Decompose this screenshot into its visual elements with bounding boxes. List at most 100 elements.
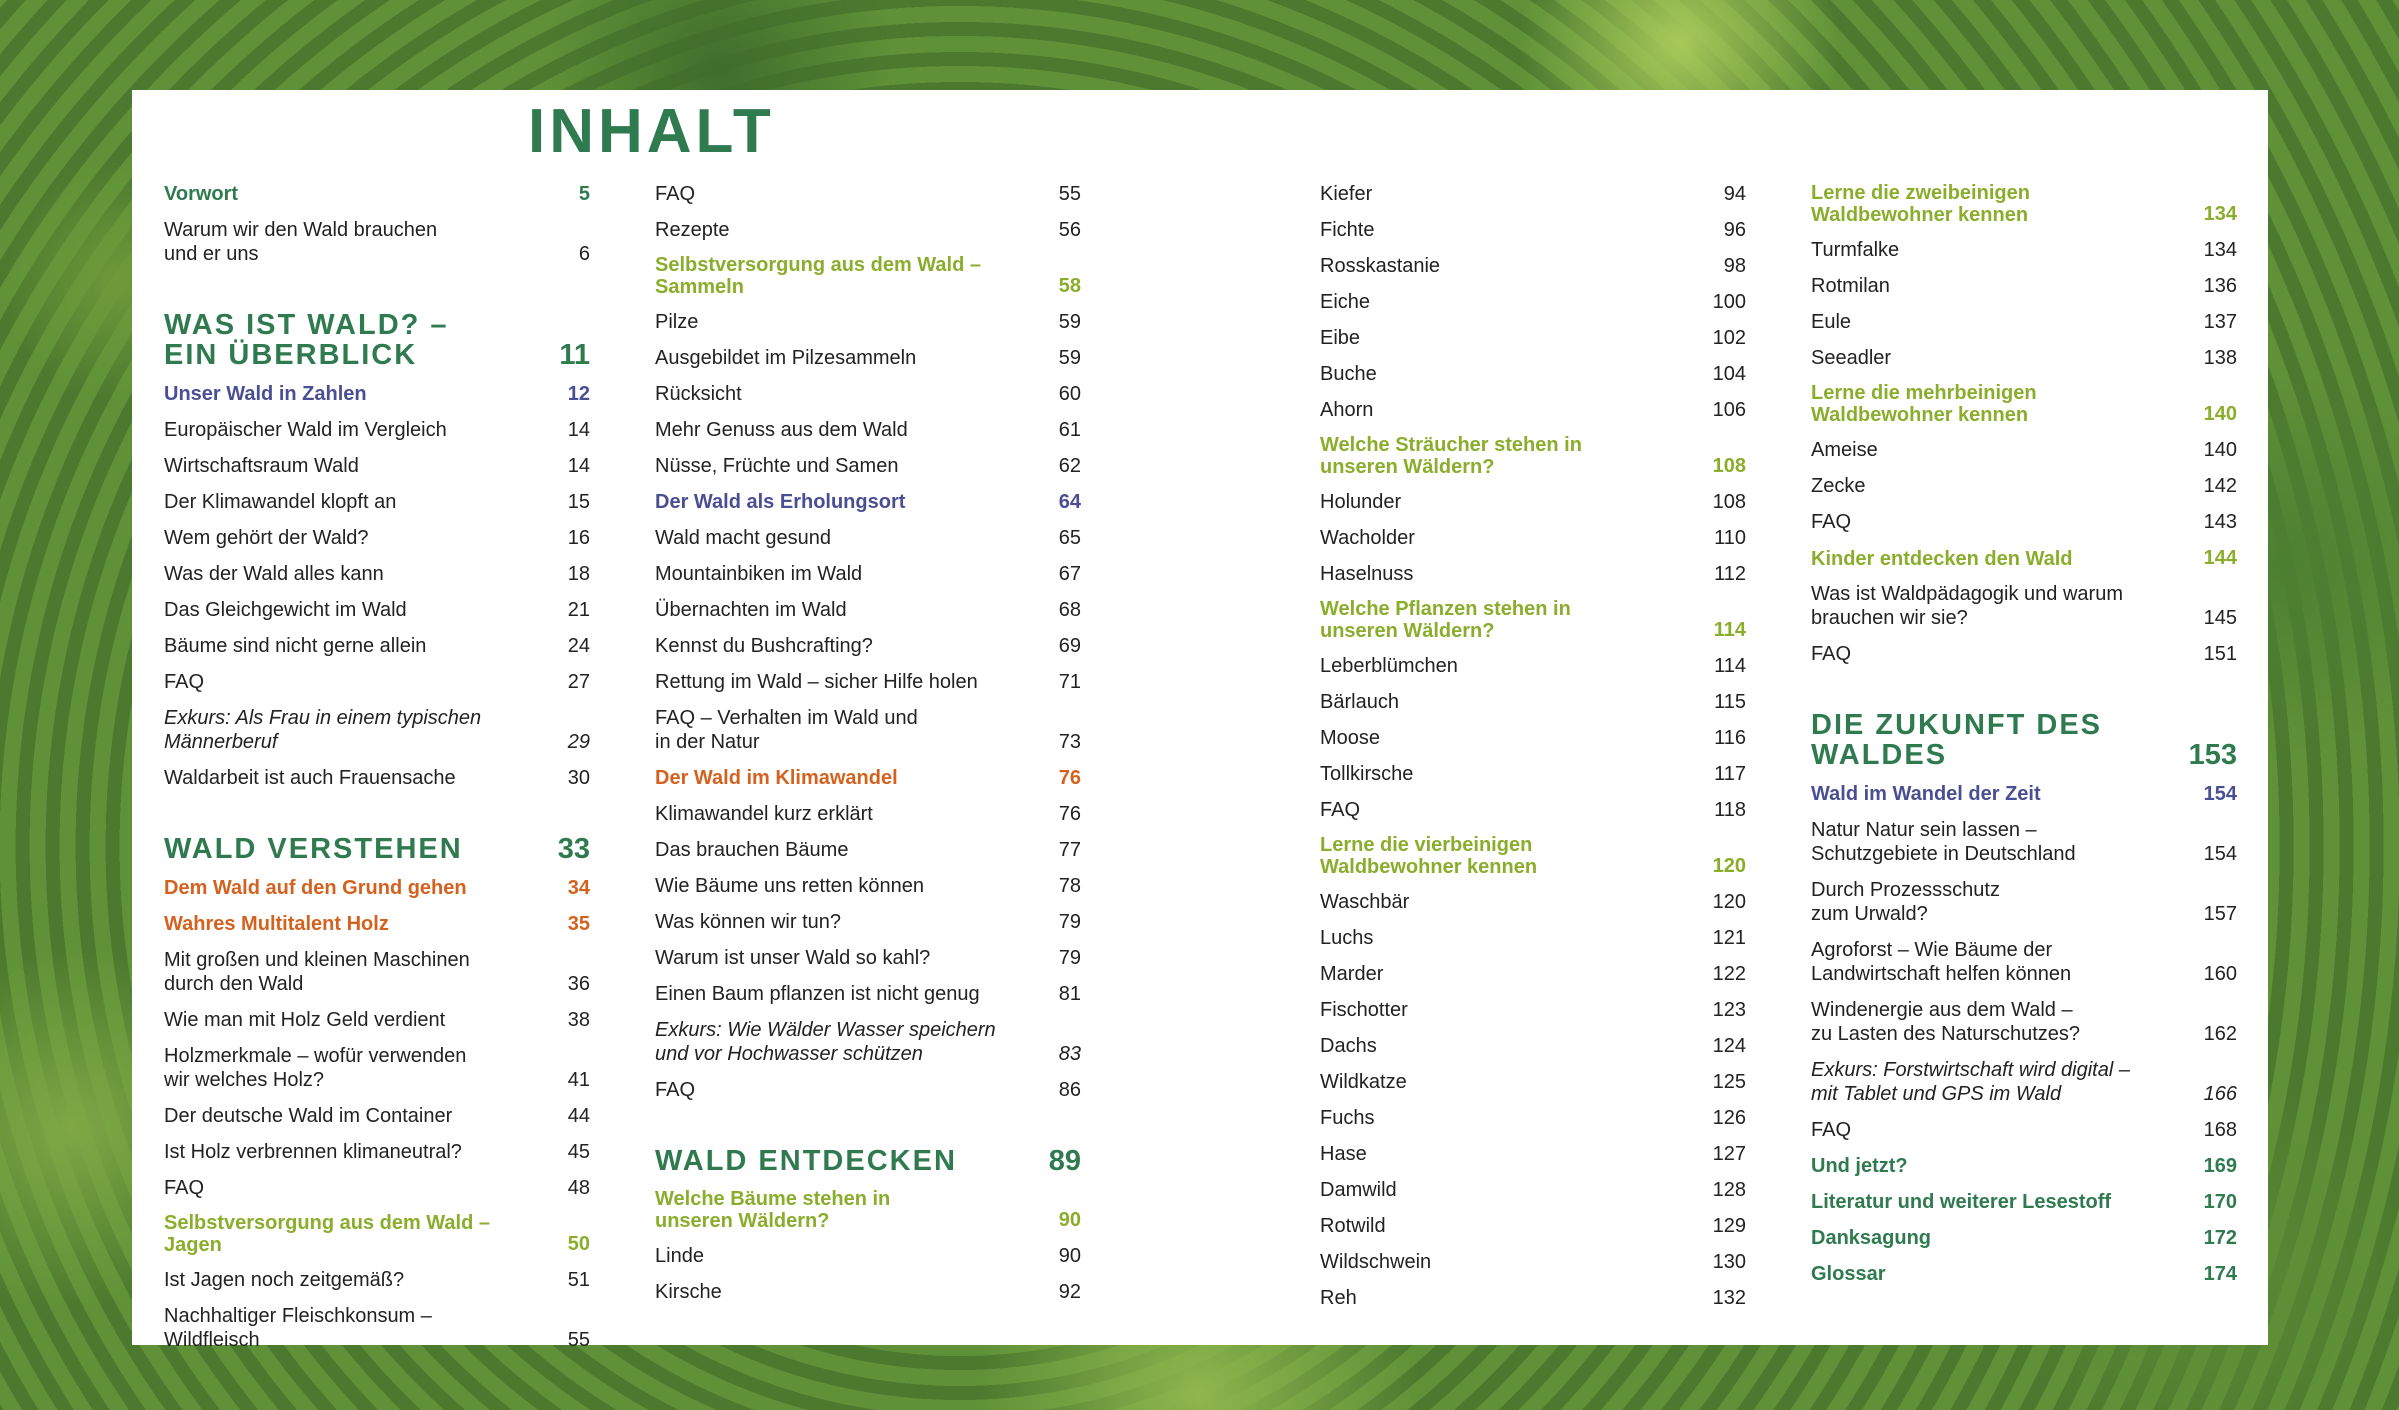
toc-entry[interactable]: Selbstversorgung aus dem Wald – Sammeln 5… <box>655 248 1081 304</box>
toc-entry[interactable]: Dem Wald auf den Grund gehen 34 <box>164 870 590 906</box>
toc-entry[interactable]: Wildkatze 125 <box>1320 1064 1746 1100</box>
toc-entry[interactable]: Eule 137 <box>1811 304 2237 340</box>
toc-section-heading[interactable]: WALD VERSTEHEN 33 <box>164 828 590 870</box>
toc-entry[interactable]: Holzmerkmale – wofür verwenden wir welch… <box>164 1038 590 1098</box>
toc-entry[interactable]: Exkurs: Als Frau in einem typischen Männ… <box>164 700 590 760</box>
toc-entry[interactable]: Rücksicht 60 <box>655 376 1081 412</box>
toc-entry[interactable]: Leberblümchen 114 <box>1320 648 1746 684</box>
toc-entry[interactable]: Welche Pflanzen stehen in unseren Wälder… <box>1320 592 1746 648</box>
toc-entry[interactable]: Der Wald als Erholungsort 64 <box>655 484 1081 520</box>
toc-entry[interactable]: Wirtschaftsraum Wald 14 <box>164 448 590 484</box>
toc-entry[interactable]: Das Gleichgewicht im Wald 21 <box>164 592 590 628</box>
toc-entry[interactable]: Mit großen und kleinen Maschinen durch d… <box>164 942 590 1002</box>
toc-entry[interactable]: Durch Prozessschutz zum Urwald? 157 <box>1811 872 2237 932</box>
toc-entry[interactable]: FAQ – Verhalten im Wald und in der Natur… <box>655 700 1081 760</box>
toc-entry[interactable]: Nachhaltiger Fleischkonsum – Wildfleisch… <box>164 1298 590 1358</box>
toc-entry[interactable]: Rosskastanie 98 <box>1320 248 1746 284</box>
toc-entry[interactable]: Haselnuss 112 <box>1320 556 1746 592</box>
toc-entry[interactable]: Fischotter 123 <box>1320 992 1746 1028</box>
toc-entry[interactable]: FAQ 143 <box>1811 504 2237 540</box>
toc-entry[interactable]: Der Klimawandel klopft an 15 <box>164 484 590 520</box>
toc-entry[interactable]: Der Wald im Klimawandel 76 <box>655 760 1081 796</box>
toc-section-heading[interactable]: WALD ENTDECKEN 89 <box>655 1140 1081 1182</box>
toc-entry[interactable]: Moose 116 <box>1320 720 1746 756</box>
toc-entry[interactable]: Luchs 121 <box>1320 920 1746 956</box>
toc-entry[interactable]: Klimawandel kurz erklärt 76 <box>655 796 1081 832</box>
toc-entry[interactable]: Marder 122 <box>1320 956 1746 992</box>
toc-entry[interactable]: Selbstversorgung aus dem Wald – Jagen 50 <box>164 1206 590 1262</box>
toc-entry[interactable]: Kennst du Bushcrafting? 69 <box>655 628 1081 664</box>
toc-entry[interactable]: Der deutsche Wald im Container 44 <box>164 1098 590 1134</box>
toc-entry[interactable]: Das brauchen Bäume 77 <box>655 832 1081 868</box>
toc-entry[interactable]: Rezepte 56 <box>655 212 1081 248</box>
toc-entry[interactable]: Eibe 102 <box>1320 320 1746 356</box>
toc-entry[interactable]: Kiefer 94 <box>1320 176 1746 212</box>
toc-entry[interactable]: Wahres Multitalent Holz 35 <box>164 906 590 942</box>
toc-entry[interactable]: Reh 132 <box>1320 1280 1746 1316</box>
toc-entry[interactable]: Dachs 124 <box>1320 1028 1746 1064</box>
toc-entry[interactable]: Eiche 100 <box>1320 284 1746 320</box>
toc-entry[interactable]: Lerne die vierbeinigen Waldbewohner kenn… <box>1320 828 1746 884</box>
toc-entry[interactable]: Warum ist unser Wald so kahl? 79 <box>655 940 1081 976</box>
toc-entry[interactable]: FAQ 48 <box>164 1170 590 1206</box>
toc-entry[interactable]: Warum wir den Wald brauchen und er uns 6 <box>164 212 590 272</box>
toc-entry[interactable]: Hase 127 <box>1320 1136 1746 1172</box>
toc-entry[interactable]: Fichte 96 <box>1320 212 1746 248</box>
toc-entry[interactable]: Ist Holz verbrennen klimaneutral? 45 <box>164 1134 590 1170</box>
toc-entry[interactable]: Kirsche 92 <box>655 1274 1081 1310</box>
toc-entry[interactable]: Europäischer Wald im Vergleich 14 <box>164 412 590 448</box>
toc-entry[interactable]: Unser Wald in Zahlen 12 <box>164 376 590 412</box>
toc-entry[interactable]: Turmfalke 134 <box>1811 232 2237 268</box>
toc-entry[interactable]: FAQ 168 <box>1811 1112 2237 1148</box>
toc-entry[interactable]: Tollkirsche 117 <box>1320 756 1746 792</box>
toc-entry[interactable]: Mountainbiken im Wald 67 <box>655 556 1081 592</box>
toc-entry[interactable]: Ausgebildet im Pilzesammeln 59 <box>655 340 1081 376</box>
toc-entry[interactable]: Kinder entdecken den Wald 144 <box>1811 540 2237 576</box>
toc-entry[interactable]: Linde 90 <box>655 1238 1081 1274</box>
toc-entry[interactable]: Waldarbeit ist auch Frauensache 30 <box>164 760 590 796</box>
toc-entry[interactable]: Exkurs: Forstwirtschaft wird digital – m… <box>1811 1052 2237 1112</box>
toc-entry[interactable]: Buche 104 <box>1320 356 1746 392</box>
toc-entry[interactable]: Pilze 59 <box>655 304 1081 340</box>
toc-entry[interactable]: FAQ 86 <box>655 1072 1081 1108</box>
toc-entry[interactable]: Holunder 108 <box>1320 484 1746 520</box>
toc-entry[interactable]: FAQ 27 <box>164 664 590 700</box>
toc-entry[interactable]: Lerne die zweibeinigen Waldbewohner kenn… <box>1811 176 2237 232</box>
toc-entry[interactable]: Seeadler 138 <box>1811 340 2237 376</box>
toc-entry[interactable]: Rotwild 129 <box>1320 1208 1746 1244</box>
toc-entry[interactable]: Einen Baum pflanzen ist nicht genug 81 <box>655 976 1081 1012</box>
toc-entry[interactable]: Übernachten im Wald 68 <box>655 592 1081 628</box>
toc-entry[interactable]: Damwild 128 <box>1320 1172 1746 1208</box>
toc-entry[interactable]: Wie man mit Holz Geld verdient 38 <box>164 1002 590 1038</box>
toc-entry[interactable]: FAQ 151 <box>1811 636 2237 672</box>
toc-entry[interactable]: Mehr Genuss aus dem Wald 61 <box>655 412 1081 448</box>
toc-entry[interactable]: Wie Bäume uns retten können 78 <box>655 868 1081 904</box>
toc-entry[interactable]: Exkurs: Wie Wälder Wasser speichern und … <box>655 1012 1081 1072</box>
toc-entry[interactable]: Fuchs 126 <box>1320 1100 1746 1136</box>
toc-entry[interactable]: Welche Sträucher stehen in unseren Wälde… <box>1320 428 1746 484</box>
toc-entry[interactable]: Waschbär 120 <box>1320 884 1746 920</box>
toc-entry[interactable]: Bärlauch 115 <box>1320 684 1746 720</box>
toc-entry[interactable]: Zecke 142 <box>1811 468 2237 504</box>
toc-entry[interactable]: FAQ 55 <box>655 176 1081 212</box>
toc-entry[interactable]: Was ist Waldpädagogik und warum brauchen… <box>1811 576 2237 636</box>
toc-entry[interactable]: Wald im Wandel der Zeit 154 <box>1811 776 2237 812</box>
toc-entry[interactable]: Wildschwein 130 <box>1320 1244 1746 1280</box>
toc-entry[interactable]: FAQ 118 <box>1320 792 1746 828</box>
toc-entry[interactable]: Vorwort 5 <box>164 176 590 212</box>
toc-entry[interactable]: Natur Natur sein lassen – Schutzgebiete … <box>1811 812 2237 872</box>
toc-entry[interactable]: Lerne die mehrbeinigen Waldbewohner kenn… <box>1811 376 2237 432</box>
toc-entry[interactable]: Wem gehört der Wald? 16 <box>164 520 590 556</box>
toc-entry[interactable]: Danksagung 172 <box>1811 1220 2237 1256</box>
toc-entry[interactable]: Und jetzt? 169 <box>1811 1148 2237 1184</box>
toc-section-heading[interactable]: DIE ZUKUNFT DES WALDES 153 <box>1811 704 2237 776</box>
toc-entry[interactable]: Agroforst – Wie Bäume der Landwirtschaft… <box>1811 932 2237 992</box>
toc-entry[interactable]: Was der Wald alles kann 18 <box>164 556 590 592</box>
toc-section-heading[interactable]: WAS IST WALD? – EIN ÜBERBLICK 11 <box>164 304 590 376</box>
toc-entry[interactable]: Windenergie aus dem Wald – zu Lasten des… <box>1811 992 2237 1052</box>
toc-entry[interactable]: Welche Bäume stehen in unseren Wäldern? 9… <box>655 1182 1081 1238</box>
toc-entry[interactable]: Rotmilan 136 <box>1811 268 2237 304</box>
toc-entry[interactable]: Was können wir tun? 79 <box>655 904 1081 940</box>
toc-entry[interactable]: Nüsse, Früchte und Samen 62 <box>655 448 1081 484</box>
toc-entry[interactable]: Rettung im Wald – sicher Hilfe holen 71 <box>655 664 1081 700</box>
